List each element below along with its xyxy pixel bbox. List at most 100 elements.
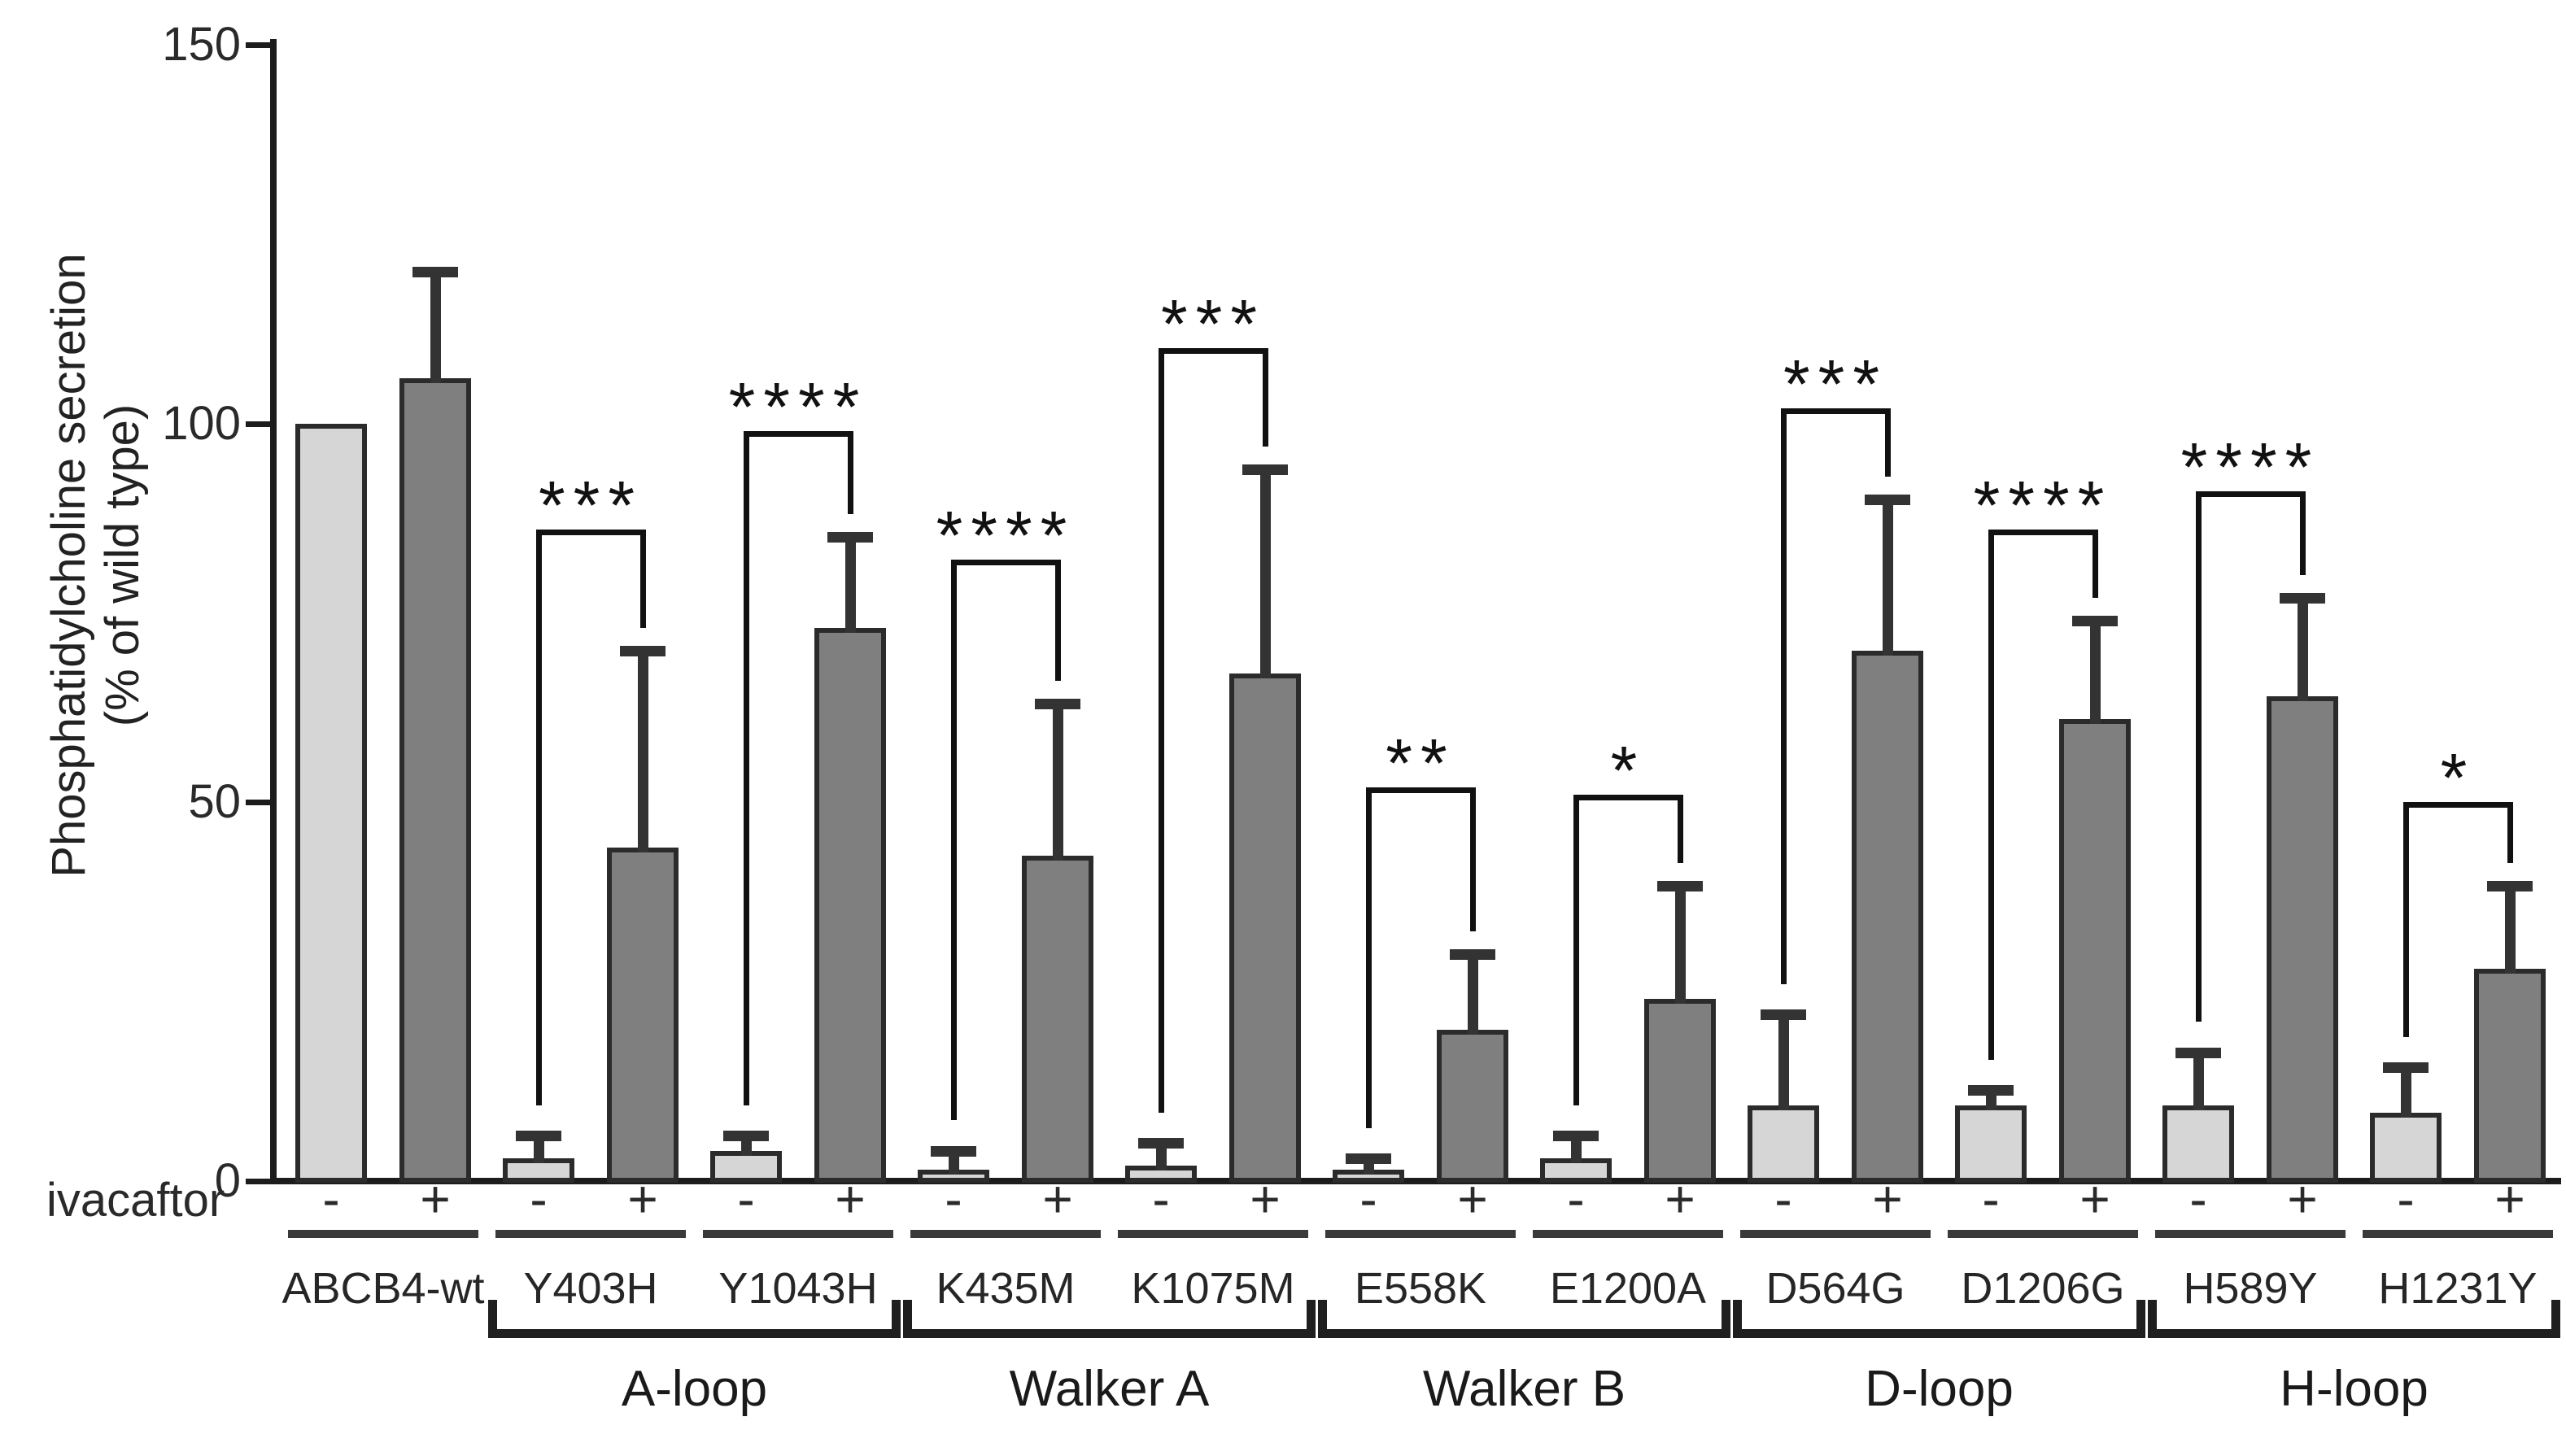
error-bar-cap: [1865, 494, 1910, 505]
error-bar-cap: [412, 267, 458, 278]
category-label: E558K: [1354, 1264, 1487, 1313]
ivacaftor-minus: -: [322, 1170, 340, 1228]
sig-bracket-right: [2507, 802, 2513, 863]
error-bar-cap: [1035, 699, 1080, 710]
pair-underline: [910, 1230, 1101, 1238]
ivacaftor-minus: -: [945, 1170, 962, 1228]
ivacaftor-minus: -: [530, 1170, 548, 1228]
ivacaftor-plus: +: [420, 1170, 451, 1228]
sig-bracket-left: [2402, 802, 2409, 1038]
error-bar-line: [2089, 620, 2101, 724]
y-tick: [246, 1179, 270, 1184]
bar-plus-H589Y: [2267, 695, 2338, 1183]
ivacaftor-minus: -: [2189, 1170, 2207, 1228]
pair-underline: [1533, 1230, 1723, 1238]
sig-bracket-bar: [1158, 347, 1268, 354]
error-bar-line: [533, 1136, 544, 1164]
sig-bracket-left: [1573, 795, 1579, 1105]
ivacaftor-plus: +: [2494, 1170, 2525, 1228]
ivacaftor-minus: -: [1982, 1170, 2000, 1228]
group-bracket-bar: [903, 1329, 1316, 1338]
category-label: D1206G: [1961, 1264, 2125, 1313]
ivacaftor-minus: -: [1152, 1170, 1170, 1228]
bar-plus-K435M: [1022, 855, 1093, 1183]
sig-stars: **: [1386, 724, 1455, 801]
sig-bracket-bar: [535, 530, 646, 536]
category-label: E1200A: [1549, 1264, 1707, 1313]
sig-bracket-bar: [2195, 491, 2306, 498]
ivacaftor-plus: +: [1042, 1170, 1073, 1228]
y-tick: [246, 42, 270, 48]
category-label: K435M: [936, 1264, 1076, 1313]
error-bar-cap: [1657, 880, 1703, 891]
pair-underline: [1325, 1230, 1516, 1238]
category-label: Y1043H: [718, 1264, 878, 1313]
bar-plus-D1206G: [2059, 718, 2131, 1183]
sig-stars: ****: [2180, 429, 2320, 506]
x-axis-line: [270, 1178, 2561, 1184]
sig-stars: ****: [936, 497, 1076, 574]
ivacaftor-plus: +: [2079, 1170, 2110, 1228]
ivacaftor-minus: -: [2397, 1170, 2415, 1228]
error-bar-cap: [2487, 880, 2533, 891]
sig-bracket-right: [2299, 491, 2306, 575]
group-label: Walker A: [1009, 1361, 1210, 1417]
error-bar-line: [430, 272, 441, 383]
y-tick-label: 50: [188, 775, 241, 829]
ivacaftor-plus: +: [1665, 1170, 1695, 1228]
y-tick: [246, 800, 270, 806]
category-label: K1075M: [1131, 1264, 1295, 1313]
ivacaftor-plus: +: [1457, 1170, 1488, 1228]
ivacaftor-minus: -: [737, 1170, 755, 1228]
error-bar-line: [844, 537, 856, 634]
sig-bracket-bar: [1988, 530, 2098, 536]
pair-underline: [288, 1230, 478, 1238]
error-bar-line: [2193, 1052, 2204, 1110]
error-bar-line: [1259, 469, 1271, 678]
sig-stars: ***: [538, 467, 644, 544]
sig-bracket-right: [1469, 787, 1476, 931]
sig-bracket-right: [847, 430, 853, 515]
error-bar-line: [1155, 1143, 1167, 1171]
error-bar-cap: [1450, 948, 1495, 960]
ivacaftor-minus: -: [1567, 1170, 1585, 1228]
y-tick-label: 0: [214, 1154, 241, 1207]
group-bracket-right-tick: [1722, 1300, 1730, 1338]
error-bar-line: [2504, 885, 2516, 974]
group-bracket-right-tick: [1307, 1300, 1316, 1338]
error-bar-cap: [2072, 615, 2118, 626]
error-bar-cap: [931, 1145, 976, 1157]
error-bar-line: [637, 651, 648, 853]
sig-bracket-left: [2195, 491, 2202, 1022]
pair-underline: [2363, 1230, 2553, 1238]
ivacaftor-plus: +: [1872, 1170, 1903, 1228]
sig-bracket-right: [1054, 560, 1061, 682]
group-bracket-left-tick: [1318, 1300, 1327, 1338]
sig-bracket-right: [1262, 347, 1268, 447]
sig-bracket-bar: [1780, 408, 1891, 415]
category-label: H1231Y: [2378, 1264, 2538, 1313]
group-bracket-right-tick: [2136, 1300, 2145, 1338]
group-bracket-right-tick: [892, 1300, 901, 1338]
sig-stars: ***: [1783, 346, 1888, 423]
ivacaftor-plus: +: [627, 1170, 658, 1228]
pair-underline: [1948, 1230, 2138, 1238]
group-bracket-left-tick: [488, 1300, 497, 1338]
error-bar-cap: [620, 646, 666, 657]
sig-bracket-left: [1158, 347, 1164, 1114]
bar-plus-E1200A: [1644, 999, 1716, 1183]
error-bar-cap: [1242, 464, 1288, 475]
group-label: Walker B: [1422, 1361, 1626, 1417]
y-axis-line: [270, 39, 277, 1184]
category-label: Y403H: [523, 1264, 658, 1313]
sig-bracket-left: [743, 430, 749, 1105]
sig-bracket-bar: [2402, 802, 2513, 809]
category-label: ABCB4-wt: [281, 1264, 485, 1313]
error-bar-cap: [1553, 1131, 1599, 1142]
pair-underline: [495, 1230, 686, 1238]
category-label: H589Y: [2183, 1264, 2318, 1313]
y-tick: [246, 421, 270, 427]
error-bar-cap: [723, 1131, 769, 1142]
error-bar-cap: [516, 1131, 561, 1142]
